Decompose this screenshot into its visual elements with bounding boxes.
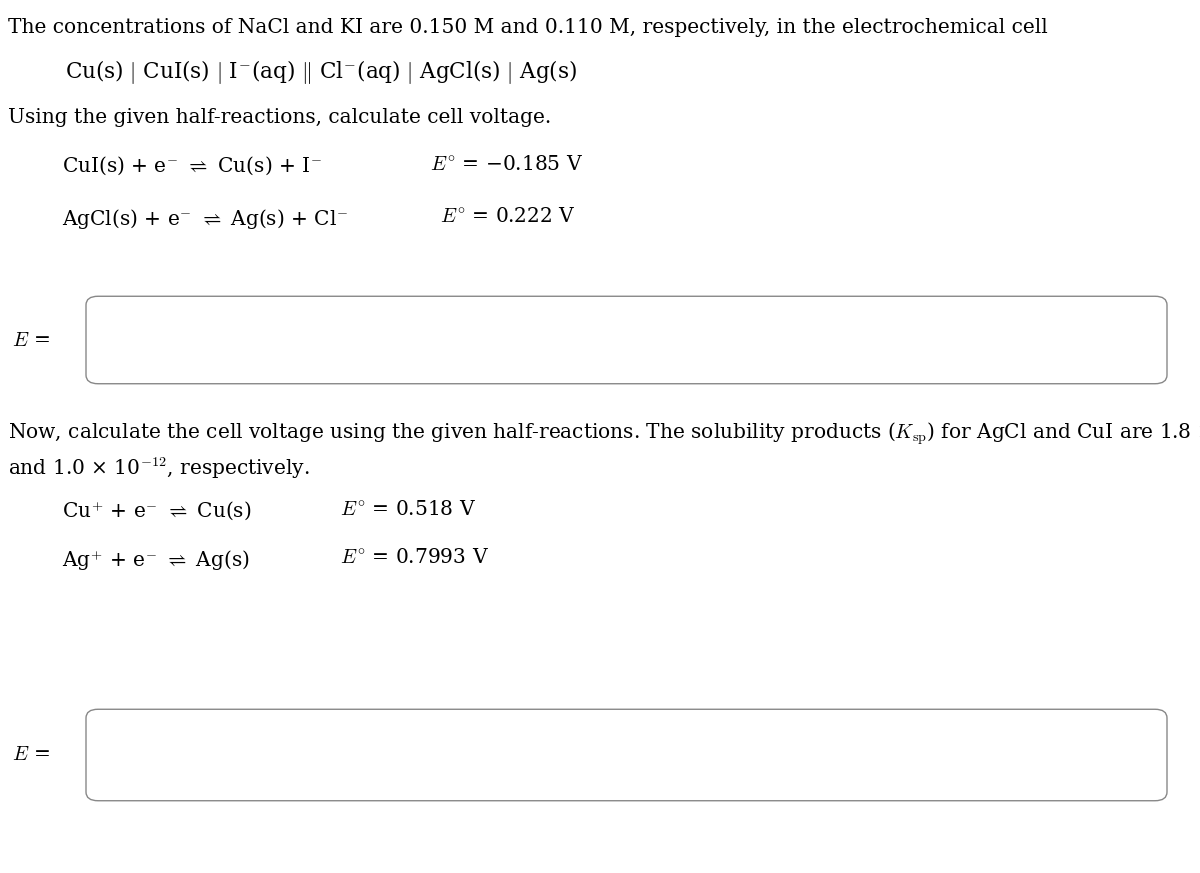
Text: Using the given half-reactions, calculate cell voltage.: Using the given half-reactions, calculat… (8, 108, 551, 127)
Text: Now, calculate the cell voltage using the given half-reactions. The solubility p: Now, calculate the cell voltage using th… (8, 420, 1200, 448)
Text: Ag$^{+}$ + e$^{-}$ $\rightleftharpoons$ Ag(s): Ag$^{+}$ + e$^{-}$ $\rightleftharpoons$ … (62, 548, 250, 573)
Text: $E^{\circ}$ = 0.222 V: $E^{\circ}$ = 0.222 V (440, 207, 576, 226)
Text: and 1.0 × 10$^{-12}$, respectively.: and 1.0 × 10$^{-12}$, respectively. (8, 455, 310, 480)
Text: $E$ =: $E$ = (12, 746, 50, 765)
Text: $E^{\circ}$ = 0.518 V: $E^{\circ}$ = 0.518 V (340, 500, 476, 519)
Text: $E^{\circ}$ = −0.185 V: $E^{\circ}$ = −0.185 V (430, 155, 583, 174)
Text: AgCl(s) + e$^{-}$ $\rightleftharpoons$ Ag(s) + Cl$^{-}$: AgCl(s) + e$^{-}$ $\rightleftharpoons$ A… (62, 207, 348, 231)
Text: Cu(s) $|$ CuI(s) $|$ I$^{-}$(aq) $\|$ Cl$^{-}$(aq) $|$ AgCl(s) $|$ Ag(s): Cu(s) $|$ CuI(s) $|$ I$^{-}$(aq) $\|$ Cl… (65, 58, 577, 86)
Text: $E^{\circ}$ = 0.7993 V: $E^{\circ}$ = 0.7993 V (340, 548, 488, 567)
Text: Cu$^{+}$ + e$^{-}$ $\rightleftharpoons$ Cu(s): Cu$^{+}$ + e$^{-}$ $\rightleftharpoons$ … (62, 500, 252, 523)
Text: $E$ =: $E$ = (12, 331, 50, 349)
Text: The concentrations of NaCl and KI are 0.150 M and 0.110 M, respectively, in the : The concentrations of NaCl and KI are 0.… (8, 18, 1048, 37)
Text: CuI(s) + e$^{-}$ $\rightleftharpoons$ Cu(s) + I$^{-}$: CuI(s) + e$^{-}$ $\rightleftharpoons$ Cu… (62, 155, 323, 177)
